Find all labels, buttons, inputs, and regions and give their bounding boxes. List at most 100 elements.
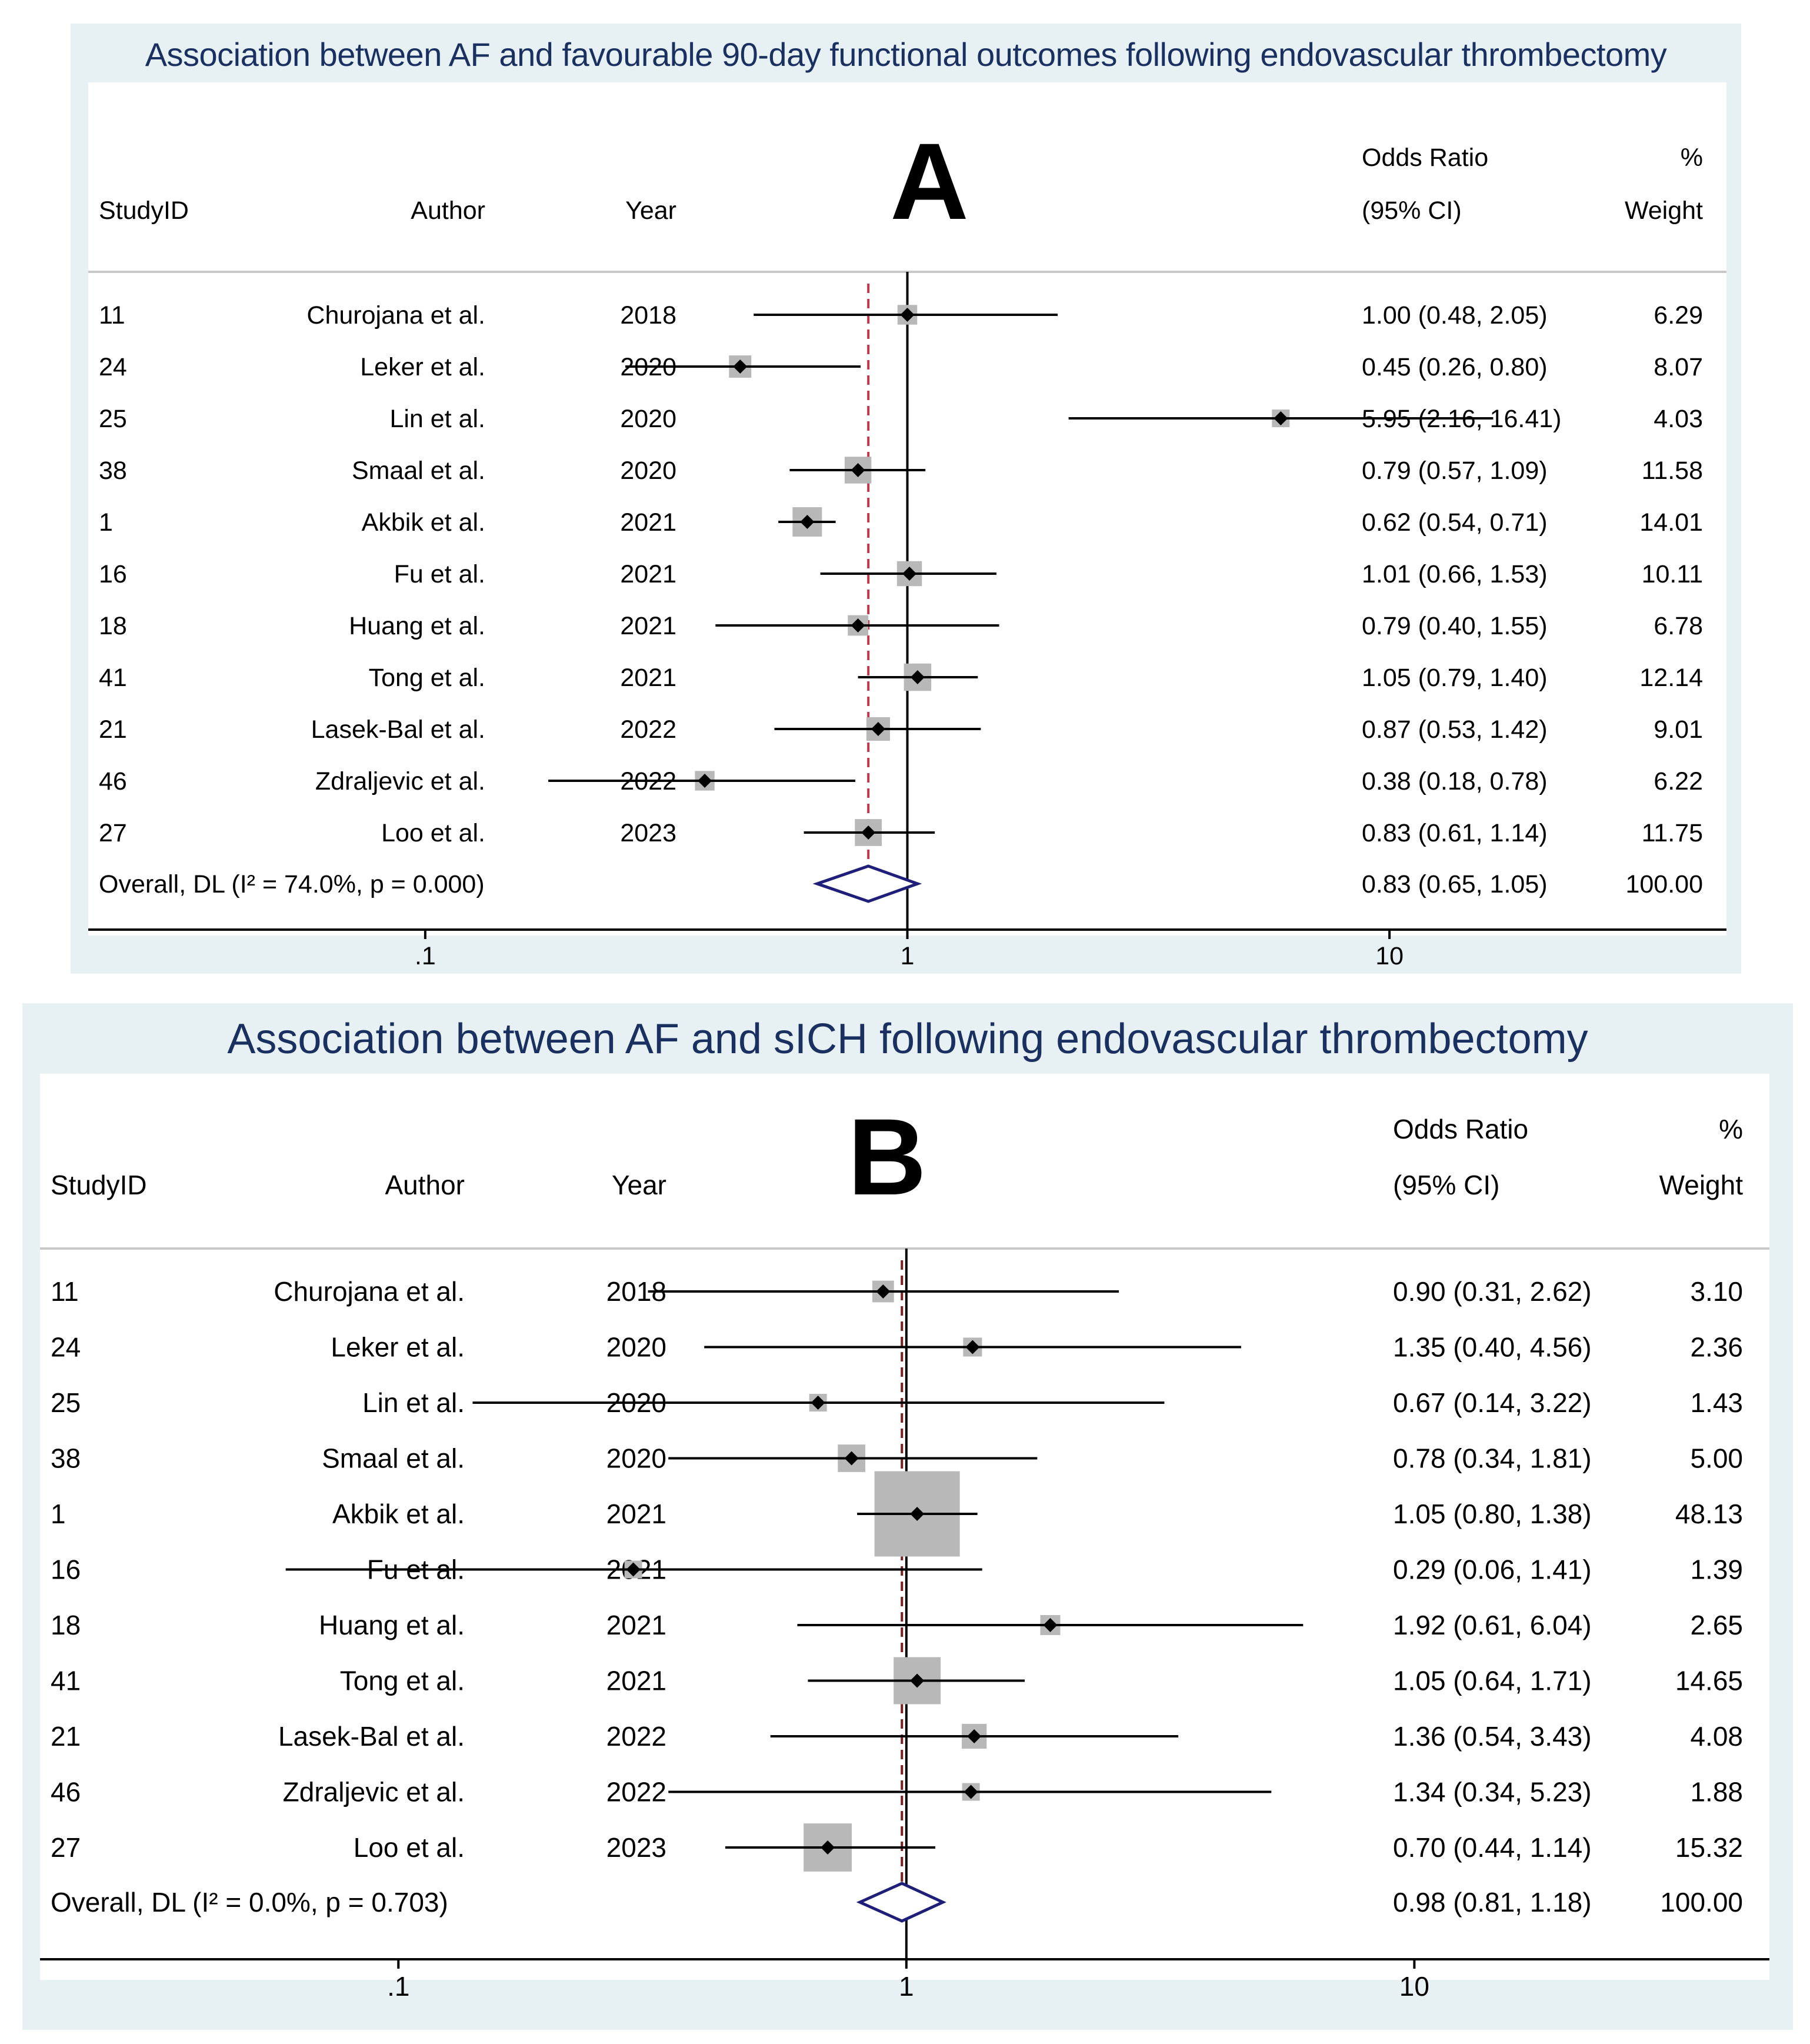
study-odds-ratio: 0.78 (0.34, 1.81) [1393, 1443, 1592, 1474]
study-weight: 11.75 [1642, 819, 1703, 847]
header-author: Author [385, 1170, 465, 1200]
study-odds-ratio: 0.38 (0.18, 0.78) [1362, 767, 1548, 795]
panel-a-plot-area: StudyID Author Year Odds Ratio (95% CI)% Weig… [88, 82, 1726, 970]
header-ci: (95% CI) [1362, 197, 1462, 225]
study-weight: 2.65 [1690, 1610, 1743, 1640]
header-odds-ratio: Odds Ratio [1393, 1114, 1528, 1144]
study-odds-ratio: 0.79 (0.40, 1.55) [1362, 612, 1548, 640]
study-weight: 1.43 [1690, 1387, 1743, 1418]
study-id: 16 [51, 1554, 81, 1585]
study-weight: 10.11 [1642, 560, 1703, 588]
point-estimate [698, 774, 712, 788]
study-odds-ratio: 1.05 (0.80, 1.38) [1393, 1499, 1592, 1529]
study-id: 46 [99, 767, 127, 795]
study-id: 38 [51, 1443, 81, 1474]
study-author: Leker et al. [360, 353, 485, 381]
study-author: Fu et al. [394, 560, 485, 588]
panel-letter: B [848, 1097, 926, 1218]
study-weight: 5.00 [1690, 1443, 1743, 1474]
study-id: 25 [99, 405, 127, 433]
header-ci: (95% CI) [1393, 1170, 1499, 1200]
study-id: 24 [99, 353, 127, 381]
study-weight: 12.14 [1639, 664, 1703, 692]
study-year: 2021 [620, 560, 676, 588]
study-year: 2022 [606, 1777, 666, 1807]
study-weight: 15.32 [1675, 1832, 1743, 1863]
study-odds-ratio: 0.29 (0.06, 1.41) [1393, 1554, 1592, 1585]
study-odds-ratio: 1.05 (0.64, 1.71) [1393, 1666, 1592, 1696]
study-id: 21 [99, 715, 127, 744]
study-author: Lin et al. [362, 1387, 465, 1418]
study-weight: 1.88 [1690, 1777, 1743, 1807]
study-author: Loo et al. [354, 1832, 465, 1863]
panel-letter: A [890, 121, 969, 242]
study-author: Churojana et al. [306, 301, 485, 329]
point-estimate [733, 359, 748, 374]
x-tick-label: 1 [901, 942, 915, 970]
study-odds-ratio: 1.92 (0.61, 6.04) [1393, 1610, 1592, 1640]
panel-b-title: Association between AF and sICH followin… [227, 1016, 1588, 1063]
header-weight: Weight [1625, 197, 1703, 225]
point-estimate [1274, 411, 1288, 425]
header-year: Year [625, 197, 676, 225]
study-weight: 4.03 [1654, 405, 1703, 433]
study-id: 46 [51, 1777, 81, 1807]
study-id: 11 [51, 1276, 79, 1307]
header-odds-ratio: Odds Ratio [1362, 144, 1488, 172]
study-author: Tong et al. [340, 1666, 465, 1696]
study-author: Lasek-Bal et al. [278, 1721, 465, 1752]
panel-a: Association between AF and favourable 90… [71, 24, 1741, 974]
study-weight: 4.08 [1690, 1721, 1743, 1752]
point-estimate [800, 515, 815, 529]
panel-b-plot-area: StudyID Author Year Odds Ratio (95% CI)% Weig… [40, 1074, 1769, 2002]
study-author: Loo et al. [381, 819, 485, 847]
study-author: Akbik et al. [362, 508, 485, 537]
study-weight: 48.13 [1675, 1499, 1743, 1529]
study-odds-ratio: 1.36 (0.54, 3.43) [1393, 1721, 1592, 1752]
study-odds-ratio: 0.62 (0.54, 0.71) [1362, 508, 1548, 537]
study-author: Akbik et al. [332, 1499, 465, 1529]
point-estimate [964, 1785, 978, 1799]
study-id: 41 [99, 664, 127, 692]
study-id: 18 [51, 1610, 81, 1640]
study-year: 2021 [620, 612, 676, 640]
x-tick-label: .1 [415, 942, 436, 970]
study-author: Zdraljevic et al. [315, 767, 485, 795]
study-author: Huang et al. [319, 1610, 465, 1640]
point-estimate [900, 308, 915, 322]
study-id: 21 [51, 1721, 81, 1752]
point-estimate [851, 618, 865, 632]
study-author: Lin et al. [389, 405, 485, 433]
study-id: 16 [99, 560, 127, 588]
study-year: 2020 [606, 1332, 666, 1363]
study-id: 38 [99, 457, 127, 485]
study-odds-ratio: 0.67 (0.14, 3.22) [1393, 1387, 1592, 1418]
overall-label: Overall, DL (I² = 0.0%, p = 0.703) [51, 1887, 448, 1918]
study-id: 27 [99, 819, 127, 847]
study-id: 1 [99, 508, 113, 537]
study-author: Huang et al. [349, 612, 485, 640]
study-author: Smaal et al. [322, 1443, 465, 1474]
point-estimate [965, 1340, 980, 1354]
forest-plot-b: StudyID Author Year Odds Ratio (95% CI)% Weig… [40, 1097, 1769, 2002]
study-id: 11 [99, 301, 125, 329]
point-estimate [861, 825, 876, 840]
x-tick-label: .1 [387, 1971, 409, 2002]
study-odds-ratio: 1.01 (0.66, 1.53) [1362, 560, 1548, 588]
study-id: 41 [51, 1666, 81, 1696]
point-estimate [910, 1507, 925, 1521]
study-weight: 9.01 [1654, 715, 1703, 744]
study-odds-ratio: 0.87 (0.53, 1.42) [1362, 715, 1548, 744]
point-estimate [902, 567, 917, 581]
study-id: 25 [51, 1387, 81, 1418]
study-author: Lasek-Bal et al. [311, 715, 485, 744]
study-id: 24 [51, 1332, 81, 1363]
study-author: Zdraljevic et al. [283, 1777, 465, 1807]
overall-weight: 100.00 [1660, 1887, 1743, 1918]
panel-b: Association between AF and sICH followin… [22, 1003, 1793, 2030]
overall-odds-ratio: 0.98 (0.81, 1.18) [1393, 1887, 1592, 1918]
study-id: 18 [99, 612, 127, 640]
study-author: Leker et al. [331, 1332, 465, 1363]
study-year: 2021 [606, 1499, 666, 1529]
header-weight: Weight [1659, 1170, 1744, 1200]
